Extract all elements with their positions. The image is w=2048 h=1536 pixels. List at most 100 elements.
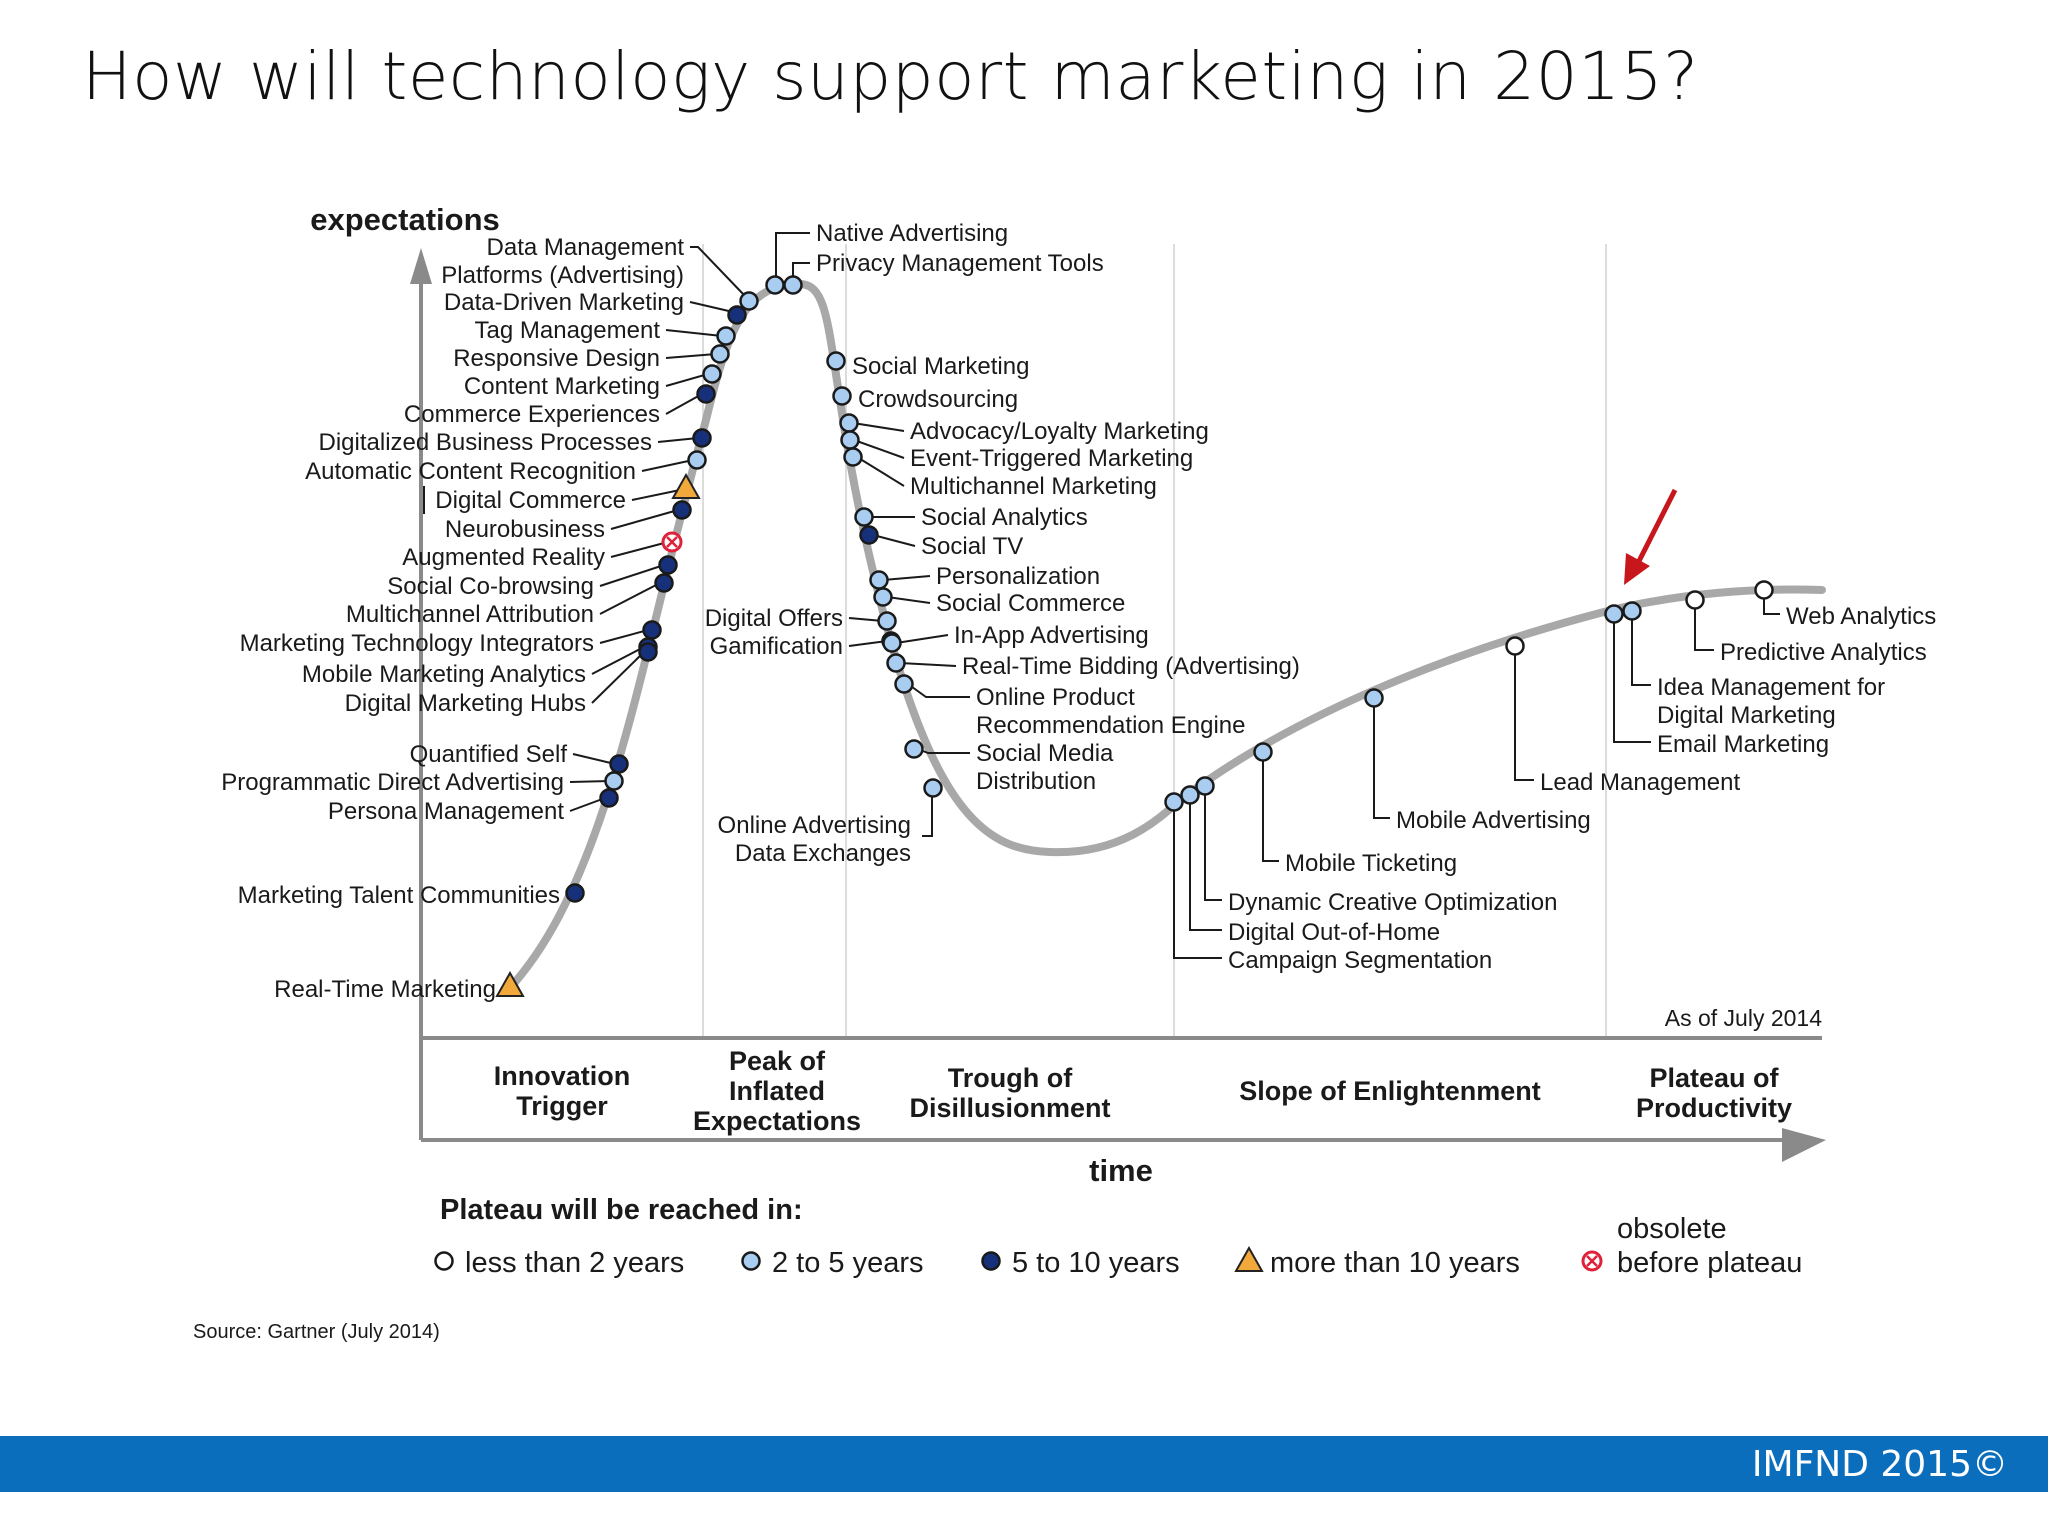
leader-advocacy-loyalty-marketing xyxy=(852,422,905,432)
leader-native-advertising xyxy=(775,232,810,285)
circle-marker xyxy=(716,326,736,346)
circle-marker xyxy=(894,674,914,694)
marker-dynamic-creative-optimization xyxy=(1195,776,1215,796)
legend: Plateau will be reached in: less than 2 y… xyxy=(434,1194,1802,1279)
legend-marker-dark xyxy=(981,1251,1001,1271)
x-axis-label: time xyxy=(1089,1153,1153,1188)
label-persona-management: Persona Management xyxy=(328,798,564,825)
hype-cycle-chart: expectations time Data ManagementPlatform… xyxy=(193,202,1937,1343)
highlight-arrow-shaft xyxy=(1633,488,1678,569)
circle-marker xyxy=(687,450,707,470)
marker-quantified-self xyxy=(609,754,629,774)
label-dynamic-creative-optimization: Dynamic Creative Optimization xyxy=(1228,889,1557,916)
label-digitalized-business-processes: Digitalized Business Processes xyxy=(319,429,652,456)
marker-commerce-experiences xyxy=(696,384,716,404)
circle-marker xyxy=(873,587,893,607)
chart-annotations: As of July 2014 Source: Gartner (July 201… xyxy=(193,488,1822,1343)
marker-data-driven-marketing xyxy=(727,305,747,325)
circle-marker xyxy=(1195,776,1215,796)
leader-multichannel-attribution xyxy=(599,582,661,615)
triangle-marker xyxy=(495,970,525,997)
leader-social-tv xyxy=(872,534,916,547)
phase-label-plateau: Plateau of xyxy=(1649,1063,1779,1093)
circle-marker xyxy=(638,642,658,662)
circle-marker xyxy=(859,525,879,545)
label-mobile-ticketing: Mobile Ticketing xyxy=(1285,850,1457,877)
phase-label-peak: Expectations xyxy=(693,1106,861,1136)
leader-lines xyxy=(423,232,1780,959)
label-neurobusiness: Neurobusiness xyxy=(445,516,605,543)
phase-label-trough: Trough of xyxy=(948,1063,1073,1093)
y-axis-arrow xyxy=(410,248,432,284)
label-digital-out-of-home: Digital Out-of-Home xyxy=(1228,919,1440,946)
circle-marker xyxy=(839,413,859,433)
phase-label-trough: Disillusionment xyxy=(909,1093,1110,1123)
label-web-analytics: Web Analytics xyxy=(1786,603,1936,630)
marker-campaign-segmentation xyxy=(1164,792,1184,812)
circle-marker xyxy=(882,633,902,653)
label-social-media-line2: Distribution xyxy=(976,768,1096,795)
label-campaign-segmentation: Campaign Segmentation xyxy=(1228,947,1492,974)
label-social-analytics: Social Analytics xyxy=(921,504,1088,531)
marker-web-analytics xyxy=(1754,580,1774,600)
leader-online-product xyxy=(907,683,970,698)
highlight-arrow-head xyxy=(1624,553,1650,585)
label-crowdsourcing: Crowdsourcing xyxy=(858,386,1018,413)
leader-email-marketing xyxy=(1613,622,1651,743)
circle-marker xyxy=(1180,785,1200,805)
label-advocacy-loyalty-marketing: Advocacy/Loyalty Marketing xyxy=(910,418,1209,445)
marker-social-commerce xyxy=(873,587,893,607)
circle-marker xyxy=(832,386,852,406)
circle-marker xyxy=(877,611,897,631)
marker-neurobusiness xyxy=(672,500,692,520)
circle-marker xyxy=(710,344,730,364)
leader-real-time-bidding-advertising xyxy=(899,662,957,667)
label-tag-management: Tag Management xyxy=(475,317,661,344)
circle-marker xyxy=(886,653,906,673)
marker-multichannel-marketing xyxy=(843,447,863,467)
marker-marketing-technology-integrators xyxy=(642,620,662,640)
label-online-advertising-line2: Data Exchanges xyxy=(735,840,911,867)
label-event-triggered-marketing: Event-Triggered Marketing xyxy=(910,445,1193,472)
label-mobile-marketing-analytics: Mobile Marketing Analytics xyxy=(302,661,586,688)
marker-event-triggered-marketing xyxy=(840,430,860,450)
label-mobile-advertising: Mobile Advertising xyxy=(1396,807,1591,834)
leader-idea-management-for xyxy=(1631,619,1651,686)
label-digital-offers: Digital Offers xyxy=(705,605,843,632)
marker-augmented-reality xyxy=(661,531,683,553)
circle-marker xyxy=(869,570,889,590)
obsolete-cross xyxy=(1586,1255,1598,1267)
marker-tag-management xyxy=(716,326,736,346)
marker-online-product xyxy=(894,674,914,694)
obsolete-cross xyxy=(666,536,678,548)
leader-data-driven-marketing xyxy=(689,301,734,313)
label-automatic-content-recognition: Automatic Content Recognition xyxy=(305,458,636,485)
label-social-marketing: Social Marketing xyxy=(852,353,1029,380)
circle-marker xyxy=(727,305,747,325)
circle-marker xyxy=(1364,688,1384,708)
y-axis-label: expectations xyxy=(310,202,500,237)
marker-digital-out-of-home xyxy=(1180,785,1200,805)
label-native-advertising: Native Advertising xyxy=(816,220,1008,247)
circle-marker xyxy=(783,275,803,295)
leader-digital-out-of-home xyxy=(1189,803,1222,931)
label-digital-marketing-hubs: Digital Marketing Hubs xyxy=(345,690,586,717)
circle-marker xyxy=(854,507,874,527)
marker-real-time-bidding-advertising xyxy=(886,653,906,673)
axes: expectations time xyxy=(310,202,1826,1188)
leader-social-co-browsing xyxy=(599,564,665,587)
marker-digital-commerce xyxy=(671,472,701,499)
leader-quantified-self xyxy=(572,753,616,765)
legend-label-white: less than 2 years xyxy=(465,1247,684,1279)
circle-marker xyxy=(1685,590,1705,610)
circle-marker xyxy=(434,1251,454,1271)
legend-label-light: 2 to 5 years xyxy=(772,1247,924,1279)
leader-event-triggered-marketing xyxy=(853,439,905,459)
marker-native-advertising xyxy=(765,275,785,295)
leader-social-commerce xyxy=(886,596,931,604)
label-personalization: Personalization xyxy=(936,563,1100,590)
triangle-marker xyxy=(1234,1245,1264,1272)
leader-persona-management xyxy=(569,797,606,812)
legend-marker-triangle xyxy=(1234,1245,1264,1272)
